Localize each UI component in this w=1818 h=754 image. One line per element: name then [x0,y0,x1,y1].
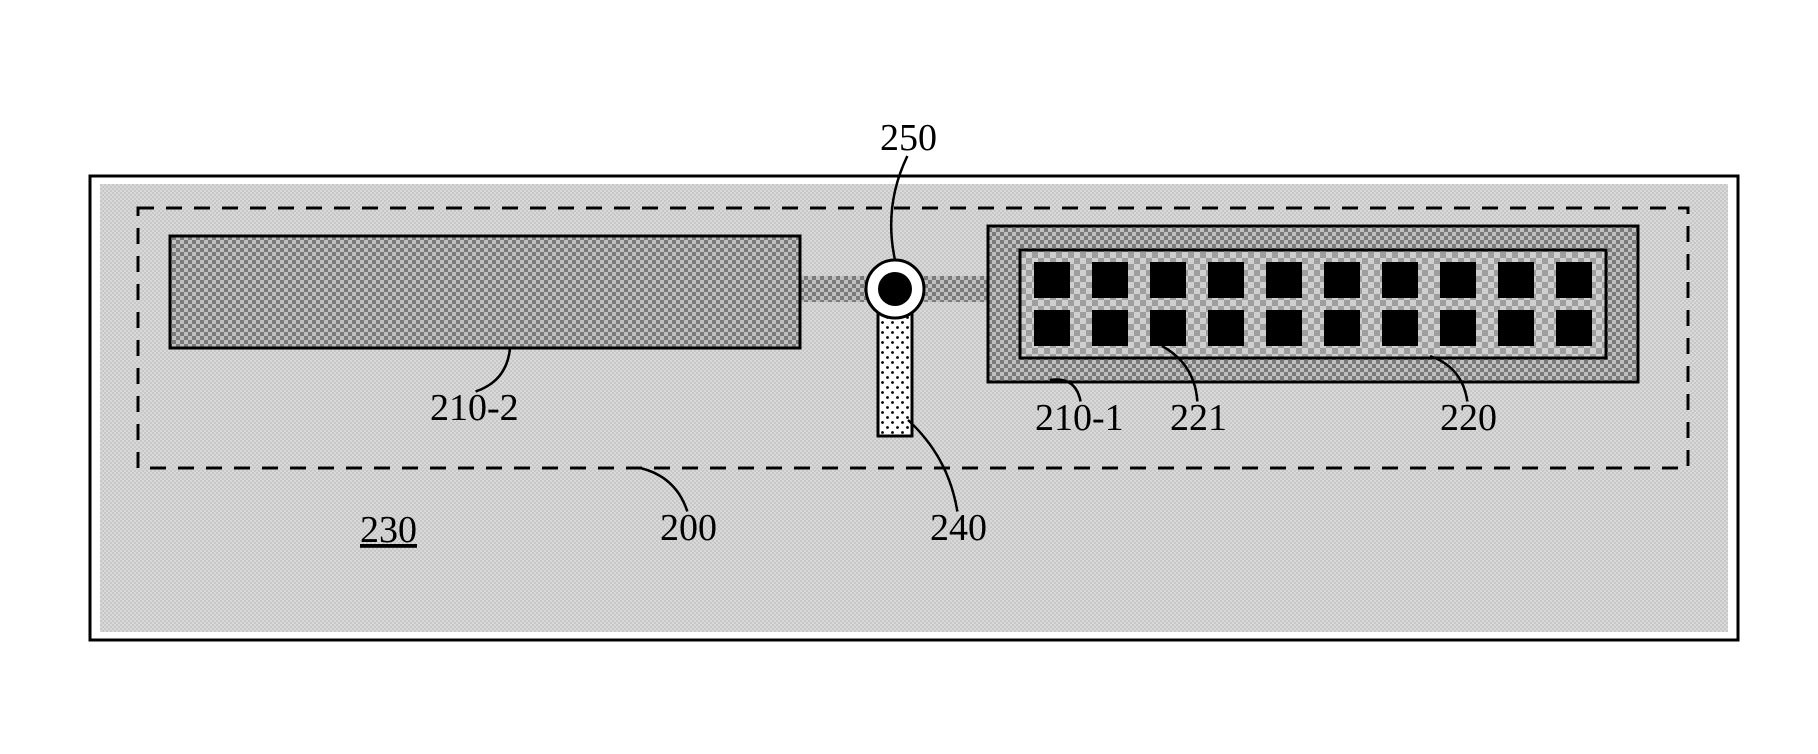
square-221 [1324,262,1360,298]
feed-strip-240 [878,300,912,436]
square-221 [1208,262,1244,298]
square-221 [1440,310,1476,346]
square-221 [1034,262,1070,298]
square-221 [1498,262,1534,298]
ref-label-240: 240 [930,507,987,549]
square-221 [1498,310,1534,346]
ref-label-230: 230 [360,509,417,551]
square-221 [1382,262,1418,298]
junction-250-inner [878,272,912,306]
square-221 [1150,262,1186,298]
square-221 [1440,262,1476,298]
square-221 [1150,310,1186,346]
square-221 [1556,310,1592,346]
ref-label-210-2: 210-2 [430,387,519,429]
ref-label-250: 250 [880,117,937,159]
pad-210-2 [170,236,800,348]
ref-label-220: 220 [1440,397,1497,439]
ref-label-200: 200 [660,507,717,549]
square-221 [1092,310,1128,346]
square-221 [1266,262,1302,298]
square-221 [1092,262,1128,298]
ref-label-210-1: 210-1 [1035,397,1124,439]
ref-label-221: 221 [1170,397,1227,439]
square-221 [1266,310,1302,346]
square-221 [1034,310,1070,346]
square-221 [1208,310,1244,346]
square-221 [1382,310,1418,346]
square-221 [1556,262,1592,298]
square-221 [1324,310,1360,346]
diagram-canvas: 250 210-2 210-1 221 220 200 240 230 [0,0,1818,754]
